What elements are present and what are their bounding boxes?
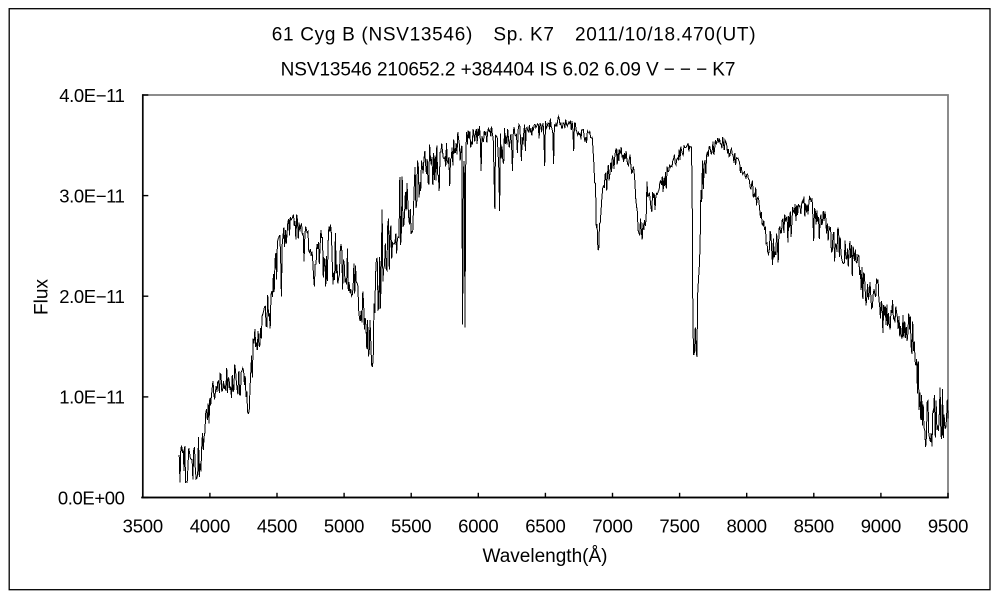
svg-text:6000: 6000 xyxy=(458,516,498,537)
svg-text:8500: 8500 xyxy=(794,516,834,537)
svg-text:9500: 9500 xyxy=(928,516,968,537)
svg-text:3500: 3500 xyxy=(123,516,163,537)
svg-text:8000: 8000 xyxy=(727,516,767,537)
svg-text:7000: 7000 xyxy=(592,516,632,537)
svg-text:Flux: Flux xyxy=(32,279,53,315)
svg-text:4000: 4000 xyxy=(190,516,230,537)
svg-text:5000: 5000 xyxy=(324,516,364,537)
svg-text:3.0E−11: 3.0E−11 xyxy=(59,185,124,206)
svg-text:Wavelength(Å): Wavelength(Å) xyxy=(483,546,608,567)
svg-text:2.0E−11: 2.0E−11 xyxy=(59,286,124,307)
svg-text:5500: 5500 xyxy=(391,516,431,537)
svg-text:61 Cyg B (NSV13546) Sp. K7 2: 61 Cyg B (NSV13546) Sp. K7 2011/10/18.47… xyxy=(272,25,757,46)
svg-text:NSV13546 210652.2 +384404 IS 6: NSV13546 210652.2 +384404 IS 6.02 6.09 V… xyxy=(281,60,736,81)
svg-text:1.0E−11: 1.0E−11 xyxy=(59,387,124,408)
svg-text:0.0E+00: 0.0E+00 xyxy=(58,487,125,508)
svg-text:4.0E−11: 4.0E−11 xyxy=(59,85,124,106)
svg-text:9000: 9000 xyxy=(861,516,901,537)
svg-text:6500: 6500 xyxy=(525,516,565,537)
svg-text:7500: 7500 xyxy=(659,516,699,537)
svg-text:4500: 4500 xyxy=(257,516,297,537)
